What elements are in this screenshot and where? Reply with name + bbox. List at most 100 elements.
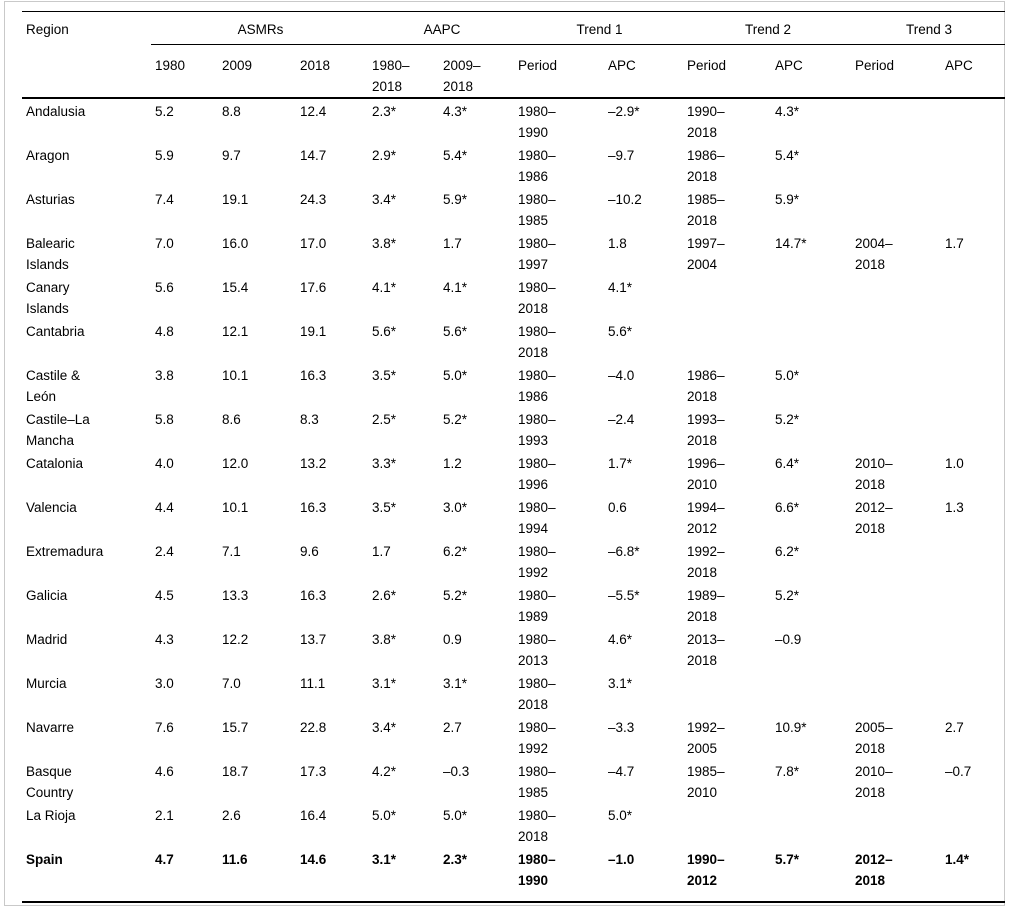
data-cell: 6.2* <box>443 544 468 559</box>
data-cell: 2.5* <box>372 412 397 427</box>
data-cell: 16.3 <box>300 588 327 603</box>
data-cell: 13.3 <box>222 588 249 603</box>
data-cell <box>771 275 851 319</box>
data-cell: 5.6* <box>608 324 633 339</box>
data-cell: 2004– 2018 <box>855 236 893 272</box>
data-cell: 4.7 <box>155 852 174 867</box>
table-row: Navarre 7.6 15.7 22.8 3.4* 2.7 1980– 1992 –3.3 1… <box>22 715 1005 759</box>
region-cell: Aragon <box>26 148 70 163</box>
region-cell: Basque Country <box>26 764 74 800</box>
data-cell: 3.0* <box>443 500 468 515</box>
col-group-trend-1: Trend 1 <box>514 11 684 45</box>
data-cell: 1.7 <box>372 544 391 559</box>
region-cell: Catalonia <box>26 456 84 471</box>
data-cell: 3.1* <box>372 676 397 691</box>
data-cell: 1980– 1994 <box>518 500 556 536</box>
table-body: Andalusia 5.2 8.8 12.4 2.3* 4.3* 1980– 1990 –2.… <box>22 98 1005 902</box>
data-cell: 4.6* <box>608 632 633 647</box>
data-cell <box>941 407 1005 451</box>
data-cell: 3.4* <box>372 720 397 735</box>
data-cell: 2013– 2018 <box>687 632 725 668</box>
data-cell <box>941 803 1005 847</box>
data-cell: 2012– 2018 <box>855 500 893 536</box>
data-cell: –0.9 <box>775 632 802 647</box>
data-cell: 2.3* <box>372 104 397 119</box>
data-cell <box>941 583 1005 627</box>
col-header-trend1-apc: APC <box>604 44 684 99</box>
data-cell <box>851 583 941 627</box>
data-cell <box>941 671 1005 715</box>
group-header-row: Region ASMRs AAPC Trend 1 Trend 2 Trend … <box>22 11 1006 99</box>
data-cell: 3.8* <box>372 632 397 647</box>
data-cell: 5.8 <box>155 412 174 427</box>
data-cell: 1980– 1992 <box>518 720 556 756</box>
col-header-trend3-apc: APC <box>941 44 1006 99</box>
col-group-aapc: AAPC <box>368 11 515 45</box>
region-cell: Madrid <box>26 632 68 647</box>
table-row: La Rioja 2.1 2.6 16.4 5.0* 5.0* 1980– 2018 5.0* <box>22 803 1005 847</box>
region-cell: Asturias <box>26 192 75 207</box>
data-cell: 3.5* <box>372 368 397 383</box>
data-cell: 7.0 <box>155 236 174 251</box>
table-row: Canary Islands 5.6 15.4 17.6 4.1* 4.1* 1980– 2… <box>22 275 1005 319</box>
table-row: Balearic Islands 7.0 16.0 17.0 3.8* 1.7 1980– … <box>22 231 1005 275</box>
data-cell: –4.7 <box>608 764 635 779</box>
data-cell: 19.1 <box>300 324 327 339</box>
data-cell <box>941 187 1005 231</box>
data-cell: 1980– 1986 <box>518 148 556 184</box>
page-frame: Region ASMRs AAPC Trend 1 Trend 2 Trend … <box>4 1 1006 906</box>
data-cell: 1.7 <box>945 236 964 251</box>
data-cell <box>851 803 941 847</box>
data-cell: 1980– 1997 <box>518 236 556 272</box>
region-cell: Spain <box>26 852 63 867</box>
data-cell <box>941 627 1005 671</box>
region-cell: Murcia <box>26 676 67 691</box>
data-cell: 4.5 <box>155 588 174 603</box>
data-cell: 0.6 <box>608 500 627 515</box>
data-cell: 15.7 <box>222 720 249 735</box>
data-cell: 5.0* <box>775 368 800 383</box>
data-cell: 5.4* <box>443 148 468 163</box>
data-cell <box>851 407 941 451</box>
data-cell: 7.1 <box>222 544 241 559</box>
data-cell: 12.2 <box>222 632 249 647</box>
data-cell: 1980– 2018 <box>518 324 556 360</box>
data-cell: 1.0 <box>945 456 964 471</box>
data-cell: 1980– 1990 <box>518 104 556 140</box>
data-cell: 3.3* <box>372 456 397 471</box>
data-cell: 1986– 2018 <box>687 148 725 184</box>
region-cell: Navarre <box>26 720 75 735</box>
data-cell: 5.9* <box>775 192 800 207</box>
data-cell: 1980– 1996 <box>518 456 556 492</box>
data-cell: 12.0 <box>222 456 249 471</box>
data-cell: 4.1* <box>372 280 397 295</box>
data-cell: 1980– 1990 <box>518 852 556 888</box>
region-cell: Castile & León <box>26 368 81 404</box>
col-group-trend-2: Trend 2 <box>683 11 852 45</box>
data-cell: –2.9* <box>608 104 640 119</box>
data-cell: 4.1* <box>608 280 633 295</box>
data-cell: 13.7 <box>300 632 327 647</box>
data-cell: 1985– 2010 <box>687 764 725 800</box>
col-header-2018: 2018 <box>296 44 369 99</box>
data-cell: 1997– 2004 <box>687 236 725 272</box>
data-cell: 24.3 <box>300 192 327 207</box>
data-cell: 10.1 <box>222 500 249 515</box>
data-cell: 1989– 2018 <box>687 588 725 624</box>
table-row: Valencia 4.4 10.1 16.3 3.5* 3.0* 1980– 1994 0.6… <box>22 495 1005 539</box>
data-cell: 5.9 <box>155 148 174 163</box>
data-cell <box>851 275 941 319</box>
col-header-region: Region <box>22 11 151 99</box>
data-cell <box>771 319 851 363</box>
data-cell <box>941 363 1005 407</box>
table-row: Asturias 7.4 19.1 24.3 3.4* 5.9* 1980– 1985 –10… <box>22 187 1005 231</box>
data-cell: 1980– 1992 <box>518 544 556 580</box>
data-cell: 7.0 <box>222 676 241 691</box>
data-cell: 4.2* <box>372 764 397 779</box>
col-group-trend-3: Trend 3 <box>851 11 1006 45</box>
table-row: Basque Country 4.6 18.7 17.3 4.2* –0.3 1980– 1… <box>22 759 1005 803</box>
data-cell: –6.8* <box>608 544 640 559</box>
table-row: Cantabria 4.8 12.1 19.1 5.6* 5.6* 1980– 2018 5.… <box>22 319 1005 363</box>
data-cell: 1980– 1985 <box>518 764 556 800</box>
data-cell: 5.9* <box>443 192 468 207</box>
